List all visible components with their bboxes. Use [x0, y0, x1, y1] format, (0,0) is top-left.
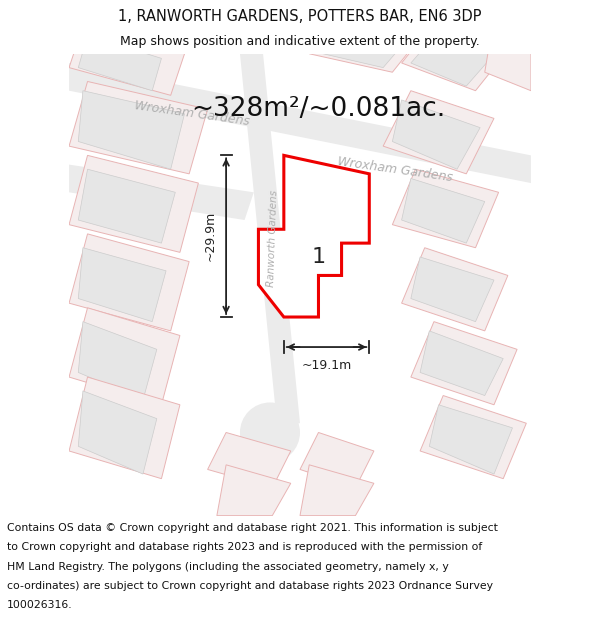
Polygon shape — [411, 322, 517, 405]
Polygon shape — [323, 21, 411, 68]
Text: 100026316.: 100026316. — [7, 600, 73, 610]
Polygon shape — [217, 465, 291, 516]
Polygon shape — [392, 169, 499, 248]
Polygon shape — [300, 465, 374, 516]
Text: ~19.1m: ~19.1m — [301, 359, 352, 372]
Polygon shape — [401, 248, 508, 331]
Polygon shape — [78, 169, 175, 243]
Polygon shape — [69, 164, 254, 220]
Text: HM Land Registry. The polygons (including the associated geometry, namely x, y: HM Land Registry. The polygons (includin… — [7, 561, 449, 571]
Polygon shape — [485, 17, 531, 91]
Polygon shape — [309, 8, 430, 72]
Polygon shape — [78, 391, 157, 474]
Polygon shape — [208, 432, 291, 488]
Polygon shape — [291, 174, 360, 234]
Polygon shape — [411, 26, 499, 86]
Polygon shape — [392, 100, 480, 169]
Text: ~29.9m: ~29.9m — [203, 211, 217, 261]
Text: Wroxham Gardens: Wroxham Gardens — [134, 99, 251, 128]
Polygon shape — [411, 257, 494, 322]
Text: Wroxham Gardens: Wroxham Gardens — [337, 155, 454, 184]
Circle shape — [240, 402, 300, 462]
Polygon shape — [69, 81, 208, 174]
Text: 1: 1 — [311, 247, 326, 267]
Polygon shape — [69, 377, 180, 479]
Polygon shape — [69, 26, 185, 96]
Polygon shape — [383, 91, 494, 174]
Polygon shape — [240, 54, 300, 423]
Text: co-ordinates) are subject to Crown copyright and database rights 2023 Ordnance S: co-ordinates) are subject to Crown copyr… — [7, 581, 493, 591]
Polygon shape — [401, 179, 485, 243]
Polygon shape — [420, 396, 526, 479]
Polygon shape — [259, 156, 369, 317]
Polygon shape — [401, 17, 512, 91]
Text: to Crown copyright and database rights 2023 and is reproduced with the permissio: to Crown copyright and database rights 2… — [7, 542, 482, 552]
Text: ~328m²/~0.081ac.: ~328m²/~0.081ac. — [191, 96, 446, 122]
Text: 1, RANWORTH GARDENS, POTTERS BAR, EN6 3DP: 1, RANWORTH GARDENS, POTTERS BAR, EN6 3D… — [118, 9, 482, 24]
Polygon shape — [69, 63, 531, 183]
Text: Ranworth Gardens: Ranworth Gardens — [266, 190, 279, 287]
Polygon shape — [78, 91, 185, 169]
Polygon shape — [69, 156, 199, 252]
Polygon shape — [420, 331, 503, 396]
Polygon shape — [78, 322, 157, 400]
Text: Map shows position and indicative extent of the property.: Map shows position and indicative extent… — [120, 36, 480, 48]
Polygon shape — [78, 248, 166, 322]
Text: Contains OS data © Crown copyright and database right 2021. This information is : Contains OS data © Crown copyright and d… — [7, 523, 498, 533]
Polygon shape — [78, 35, 161, 91]
Polygon shape — [300, 432, 374, 488]
Polygon shape — [69, 308, 180, 405]
Polygon shape — [69, 234, 189, 331]
Polygon shape — [430, 405, 512, 474]
